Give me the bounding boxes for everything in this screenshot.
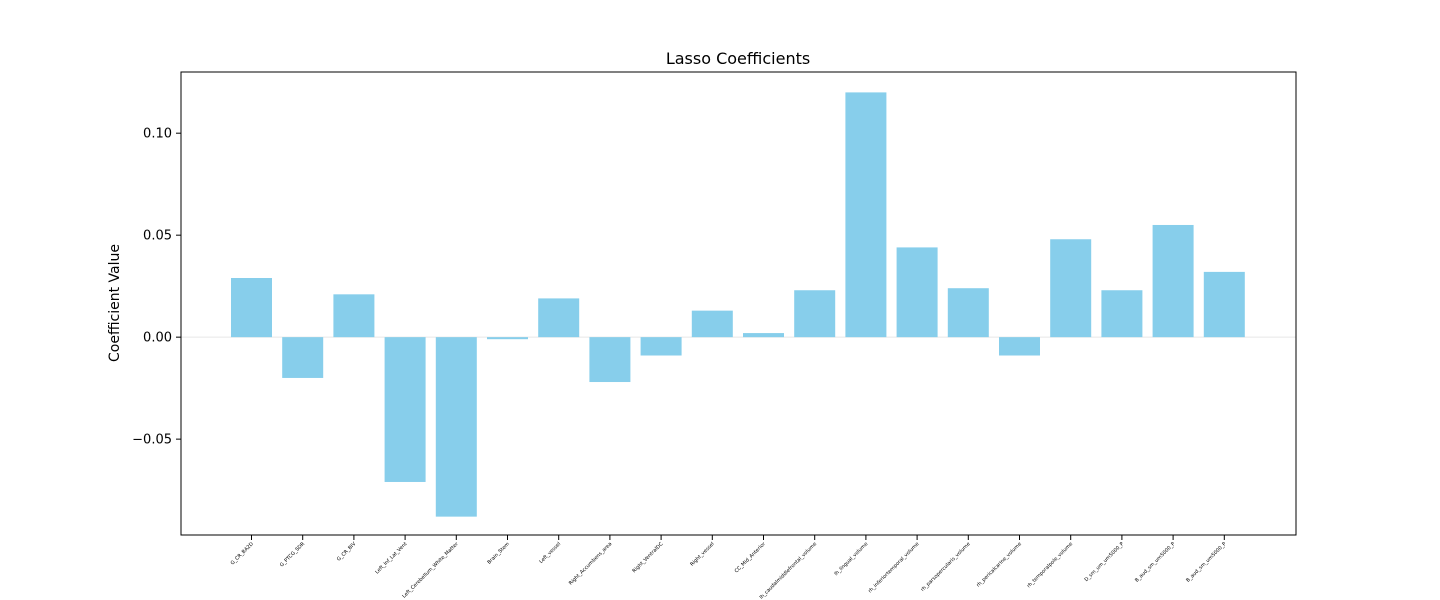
bar	[333, 294, 375, 338]
chart-title: Lasso Coefficients	[666, 49, 810, 68]
bar	[1152, 224, 1194, 338]
x-tick-label: rh_temporalpole_volume	[1026, 541, 1074, 589]
y-tick-label: 0.00	[143, 331, 172, 346]
bar	[947, 288, 989, 338]
x-tick-label: rh_pericalcarine_volume	[975, 541, 1022, 588]
bar	[435, 337, 477, 517]
x-tick-label: CC_Mid_Anterior	[734, 541, 768, 575]
bar	[538, 298, 580, 338]
x-tick-label: lh_lingual_volume	[833, 541, 869, 577]
x-tick-label: Left_Inf_Lat_Vent	[374, 541, 408, 575]
bar	[384, 337, 426, 482]
y-axis-label: Coefficient Value	[107, 244, 123, 362]
x-tick-label: rh_parsopercularis_volume	[920, 541, 972, 593]
x-tick-label: Right_Accumbens_area	[568, 541, 613, 586]
x-tick-label: D_sm_um_um5000_P	[1083, 541, 1125, 583]
x-tick-label: Right_VentralDC	[631, 541, 664, 574]
bar	[589, 337, 631, 383]
x-tick-label: G_CR_BIV	[336, 541, 358, 563]
x-tick-label: G_PTCG_SDR	[279, 541, 307, 569]
y-tick-label: −0.05	[132, 433, 172, 448]
bar	[999, 337, 1040, 356]
x-tick-label: Brain_Stem	[486, 541, 511, 566]
x-tick-label: Right_vessel	[689, 541, 715, 567]
y-tick-label: 0.05	[143, 229, 172, 244]
bar	[794, 290, 836, 338]
x-tick-label: B_aud_sm_um5000_P	[1185, 541, 1227, 583]
bar	[1050, 239, 1092, 338]
x-tick-label: Left_Cerebellum_White_Matter	[401, 541, 460, 600]
plot-frame	[180, 71, 1297, 536]
bar	[896, 247, 938, 338]
bar	[231, 278, 272, 338]
bar	[640, 337, 682, 356]
x-tick-label: rh_inferiortemporal_volume	[867, 541, 920, 594]
bar	[691, 310, 733, 338]
bar	[845, 92, 887, 338]
y-tick-label: 0.10	[143, 127, 172, 142]
x-tick-label: Left_vessel	[538, 541, 562, 565]
x-tick-label: lh_caudalmiddlefrontal_volume	[759, 541, 818, 600]
x-tick-label: G_CR_BA2D	[230, 541, 255, 566]
bar	[1203, 271, 1245, 338]
plot-area: −0.05 0.00 0.05 0.10 G_CR_BA2D G_PTCG_SDR G_CR…	[132, 71, 1297, 600]
bar	[282, 337, 324, 378]
bar	[487, 337, 528, 340]
bar	[1101, 290, 1143, 338]
x-tick-label: B_aud_sm_um5000_P	[1134, 541, 1176, 583]
bar	[743, 333, 784, 338]
